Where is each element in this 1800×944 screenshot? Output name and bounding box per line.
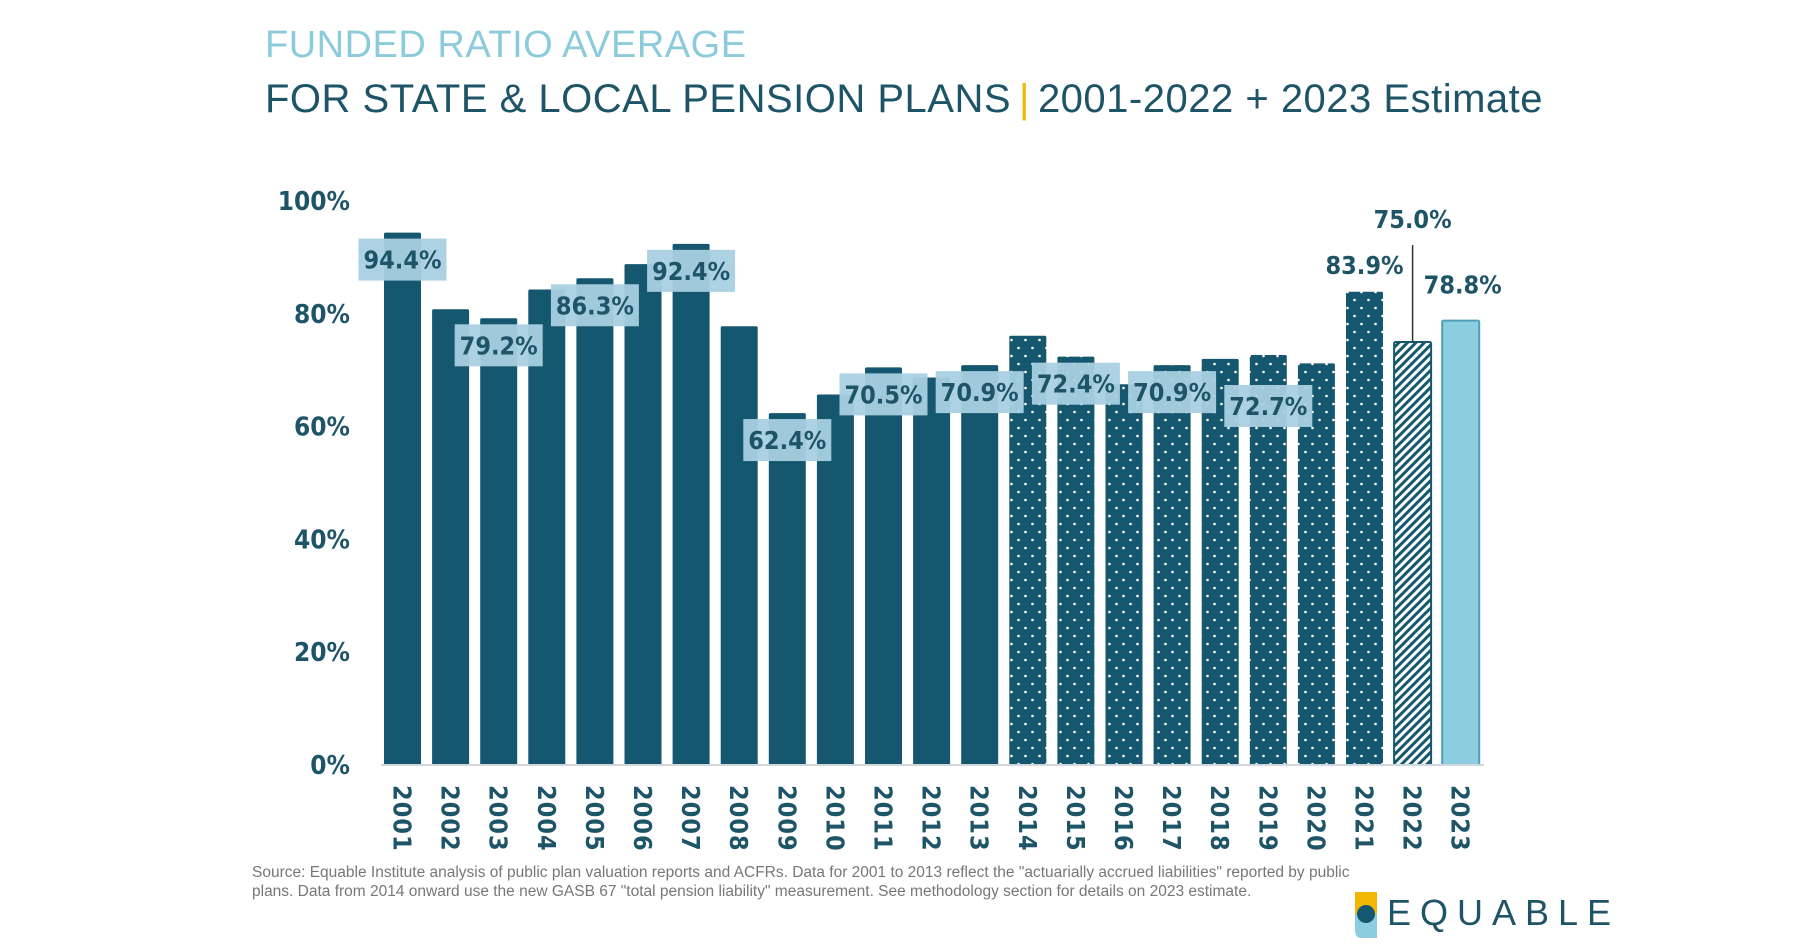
- data-label-2003: 79.2%: [460, 331, 538, 360]
- data-label-box: [358, 238, 447, 281]
- x-tick-label: 2004: [532, 785, 561, 852]
- x-tick-label: 2011: [869, 785, 898, 852]
- bar-2007: [672, 243, 710, 765]
- y-tick-label: 0%: [310, 751, 350, 781]
- x-tick-label: 2007: [676, 785, 705, 852]
- bar-2009: [768, 413, 806, 765]
- data-label-box: [1128, 371, 1217, 414]
- x-tick-label: 2015: [1061, 785, 1090, 852]
- data-label-2009: 62.4%: [748, 426, 826, 455]
- data-label-2001: 94.4%: [363, 246, 441, 275]
- bar-2015: [1057, 356, 1095, 765]
- bar-2012: [913, 377, 951, 765]
- x-tick-label: 2010: [820, 785, 849, 852]
- data-label-box: [550, 284, 639, 327]
- bar-2021: [1346, 291, 1383, 765]
- x-tick-label: 2001: [388, 785, 417, 852]
- data-label-2015: 72.4%: [1037, 370, 1115, 399]
- bars: [384, 232, 1481, 766]
- data-label-box: [454, 324, 543, 367]
- x-tick-label: 2005: [580, 785, 609, 852]
- data-label-box: [839, 373, 928, 416]
- bar-2003: [480, 318, 518, 765]
- data-label-box: [647, 249, 736, 292]
- bar-2018: [1201, 358, 1239, 765]
- data-label-box: [935, 371, 1024, 414]
- x-tick-label: 2002: [436, 785, 465, 852]
- subtitle-separator: |: [1019, 77, 1030, 121]
- bar-2017: [1153, 365, 1191, 765]
- subtitle-main: FOR STATE & LOCAL PENSION PLANS: [265, 77, 1012, 121]
- bar-2005: [576, 278, 614, 765]
- data-label-2019: 72.7%: [1229, 392, 1307, 421]
- logo-mark-icon: [1355, 892, 1377, 938]
- x-tick-label: 2023: [1446, 785, 1475, 852]
- data-label-box: [1224, 384, 1313, 427]
- data-label-2013: 70.9%: [941, 378, 1019, 407]
- equable-logo: EQUABLE: [1345, 890, 1611, 940]
- x-axis: 2001 2002 2003 2004 2005 2006 2007 2008 2009 2010…: [388, 785, 1475, 852]
- logo-text: EQUABLE: [1387, 892, 1621, 933]
- chart-subtitle: FOR STATE & LOCAL PENSION PLANS | 2001-202…: [265, 77, 1543, 122]
- y-tick-label: 80%: [294, 300, 350, 330]
- bar-2023: [1441, 319, 1481, 766]
- x-tick-label: 2018: [1205, 785, 1234, 852]
- x-tick-label: 2020: [1301, 785, 1330, 852]
- x-tick-label: 2009: [772, 785, 801, 852]
- source-note: Source: Equable Institute analysis of pu…: [252, 864, 1350, 900]
- data-label-2022: 75.0%: [1374, 205, 1452, 234]
- chart-title: FUNDED RATIO AVERAGE: [265, 24, 747, 66]
- bar-2010: [816, 394, 854, 765]
- data-label-2011: 70.5%: [844, 380, 922, 409]
- y-tick-label: 40%: [294, 525, 350, 555]
- data-label-2023: 78.8%: [1424, 271, 1502, 300]
- x-tick-label: 2016: [1109, 785, 1138, 852]
- data-labels: 94.4% 79.2% 86.3% 92.4% 62.4% 70.5% 70.9% 72.4%…: [358, 205, 1502, 462]
- y-tick-label: 60%: [294, 413, 350, 443]
- bar-2008: [720, 326, 758, 765]
- y-axis: 0% 20% 40% 60% 80% 100%: [278, 187, 350, 781]
- x-tick-label: 2006: [628, 785, 657, 852]
- subtitle-range: 2001-2022 + 2023 Estimate: [1037, 77, 1544, 121]
- x-tick-label: 2013: [965, 785, 994, 852]
- data-label-2005: 86.3%: [556, 291, 634, 320]
- y-tick-label: 20%: [294, 638, 350, 668]
- y-tick-label: 100%: [278, 187, 350, 217]
- bar-2022: [1393, 341, 1433, 766]
- bar-2013: [961, 365, 999, 765]
- bar-2001: [384, 232, 421, 766]
- x-tick-label: 2008: [724, 785, 753, 852]
- x-tick-label: 2021: [1350, 785, 1379, 852]
- bar-2016: [1105, 384, 1143, 765]
- data-label-2021: 83.9%: [1325, 251, 1403, 280]
- bar-2011: [865, 367, 902, 765]
- x-tick-label: 2014: [1013, 785, 1042, 852]
- x-tick-label: 2017: [1157, 785, 1186, 852]
- data-label-2007: 92.4%: [652, 257, 730, 286]
- data-label-box: [743, 419, 832, 462]
- bar-2004: [528, 289, 566, 765]
- x-tick-label: 2012: [917, 785, 946, 852]
- bar-2002: [432, 309, 470, 765]
- x-tick-label: 2003: [484, 785, 513, 852]
- data-label-box: [1031, 362, 1120, 405]
- bar-2006: [624, 264, 662, 765]
- bar-2014: [1009, 335, 1047, 765]
- x-tick-label: 2022: [1398, 785, 1427, 852]
- bar-2020: [1297, 363, 1335, 765]
- x-tick-label: 2019: [1253, 785, 1282, 852]
- data-label-2017: 70.9%: [1133, 378, 1211, 407]
- bar-2019: [1249, 354, 1287, 765]
